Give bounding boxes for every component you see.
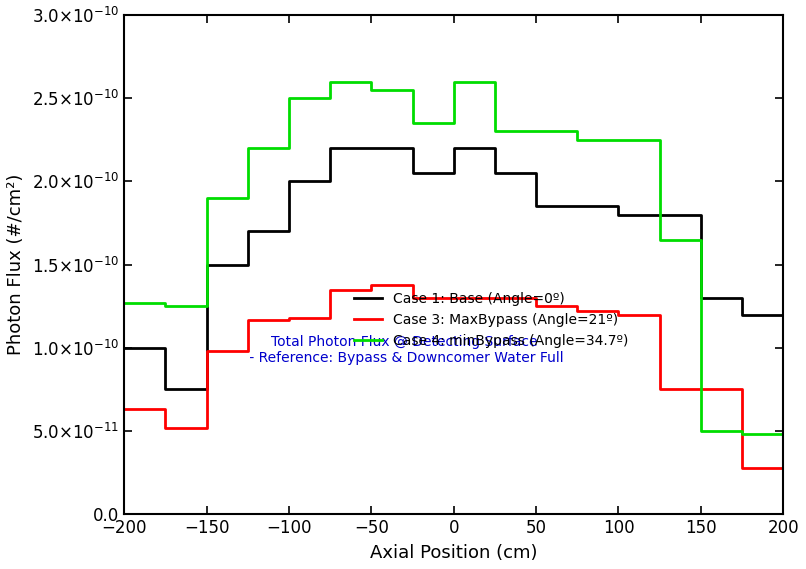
Legend: Case 1: Base (Angle=0º), Case 3: MaxBypass (Angle=21º), Case 4: minBypass (Angle: Case 1: Base (Angle=0º), Case 3: MaxBypa… [349,287,634,353]
Y-axis label: Photon Flux (#/cm²): Photon Flux (#/cm²) [7,174,25,355]
X-axis label: Axial Position (cm): Axial Position (cm) [370,544,538,562]
Text: Total Photon Flux @ Detecting Surface
 - Reference: Bypass & Downcomer Water Ful: Total Photon Flux @ Detecting Surface - … [245,335,563,365]
